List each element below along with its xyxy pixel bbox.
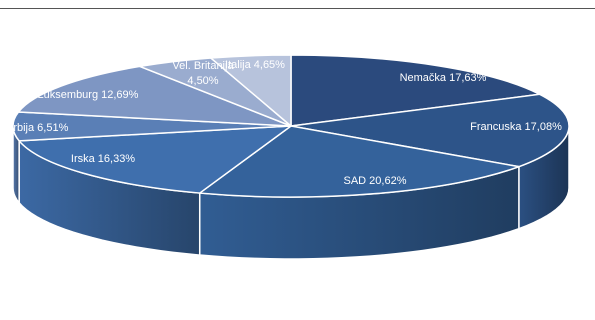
slice-top-italija (210, 54, 292, 127)
data-label-luksemburg: Luksemburg 12,69% (38, 89, 139, 101)
top-rule (0, 8, 595, 9)
slice-top-irska (18, 125, 292, 194)
data-label-srbija: Srbija 6,51% (6, 122, 69, 134)
data-label-nemacka: Nemačka 17,63% (400, 72, 487, 84)
data-label-francuska: Francuska 17,08% (470, 121, 562, 133)
slice-top-luksemburg (17, 65, 292, 127)
slice-top-nemacka (290, 54, 541, 127)
slice-top-sad (198, 125, 520, 198)
data-label-irska: Irska 16,33% (71, 153, 135, 165)
data-label-sad: SAD 20,62% (344, 175, 407, 187)
data-label-italija: Italija 4,65% (225, 59, 285, 71)
data-label-vel-britanija: Vel. Britanija 4,50% (172, 60, 234, 87)
slice-top-francuska (290, 93, 570, 168)
